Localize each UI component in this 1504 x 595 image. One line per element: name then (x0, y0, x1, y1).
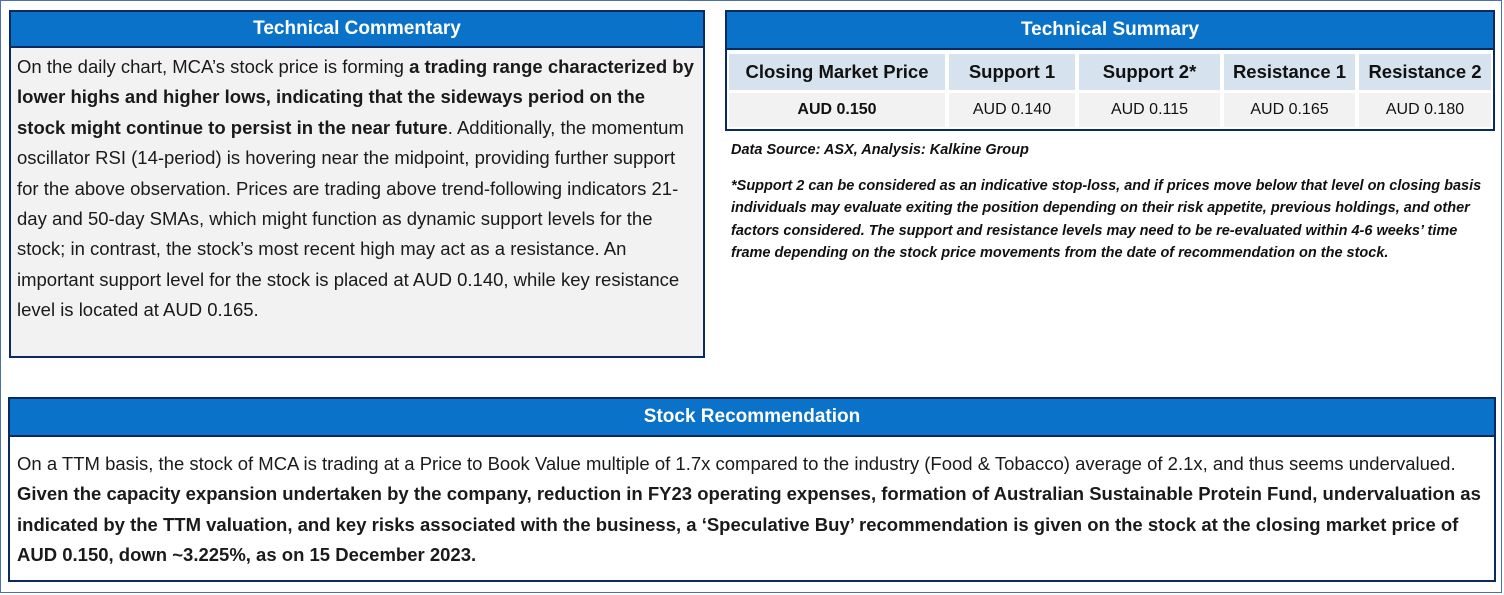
commentary-text-intro: On the daily chart, MCA’s stock price is… (17, 56, 410, 77)
technical-summary-table: Closing Market Price Support 1 Support 2… (727, 50, 1493, 127)
value-closing-market-price: AUD 0.150 (729, 93, 945, 127)
technical-summary-title: Technical Summary (727, 12, 1493, 50)
commentary-text-highlight: a trading range characterized by lower h… (17, 56, 694, 138)
value-support-1: AUD 0.140 (949, 93, 1075, 127)
technical-summary-panel: Technical Summary Closing Market Price S… (725, 10, 1495, 131)
stock-recommendation-title: Stock Recommendation (10, 399, 1494, 437)
header-resistance-1: Resistance 1 (1224, 54, 1355, 90)
value-resistance-2: AUD 0.180 (1359, 93, 1491, 127)
technical-commentary-panel: Technical Commentary On the daily chart,… (9, 10, 705, 358)
value-resistance-1: AUD 0.165 (1224, 93, 1355, 127)
header-support-2: Support 2* (1079, 54, 1220, 90)
data-source-note: Data Source: ASX, Analysis: Kalkine Grou… (731, 142, 1029, 158)
stock-recommendation-text: On a TTM basis, the stock of MCA is trad… (10, 437, 1494, 571)
value-support-2: AUD 0.115 (1079, 93, 1220, 127)
header-support-1: Support 1 (949, 54, 1075, 90)
technical-commentary-text: On the daily chart, MCA’s stock price is… (11, 48, 703, 326)
technical-commentary-title: Technical Commentary (11, 12, 703, 48)
header-closing-market-price: Closing Market Price (729, 54, 945, 90)
recommendation-text-highlight: Given the capacity expansion undertaken … (17, 483, 1481, 566)
recommendation-text-intro: On a TTM basis, the stock of MCA is trad… (17, 453, 1456, 474)
commentary-text-rest: . Additionally, the momentum oscillator … (17, 116, 684, 321)
header-resistance-2: Resistance 2 (1359, 54, 1491, 90)
stock-recommendation-panel: Stock Recommendation On a TTM basis, the… (8, 397, 1496, 582)
support-disclaimer: *Support 2 can be considered as an indic… (731, 178, 1482, 261)
